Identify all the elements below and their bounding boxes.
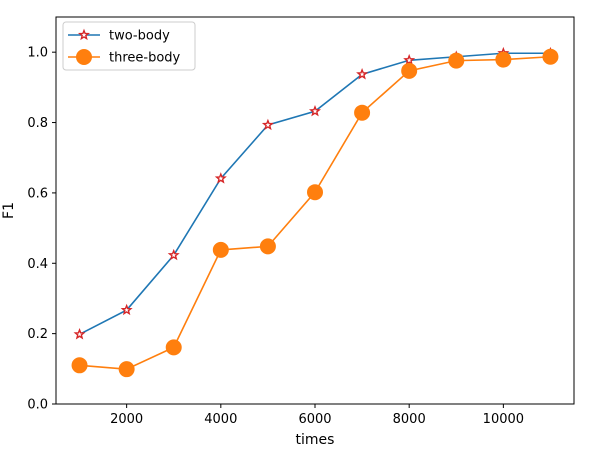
data-point (448, 52, 465, 69)
data-point (308, 104, 322, 117)
series-three-body (71, 48, 559, 378)
x-tick-label: 8000 (393, 412, 426, 427)
y-axis-label: F1 (1, 202, 17, 219)
x-tick-label: 4000 (204, 412, 237, 427)
y-tick-label: 0.4 (27, 257, 48, 272)
legend-item-two-body: two-body (68, 29, 170, 44)
data-point (259, 238, 276, 255)
data-point (495, 51, 512, 68)
data-point (401, 62, 418, 79)
data-point (165, 339, 182, 356)
data-point (403, 53, 416, 66)
y-axis: 0.0 0.2 0.4 0.6 0.8 1.0 (27, 46, 56, 413)
legend: two-body three-body (62, 21, 196, 71)
x-tick-label: 10000 (483, 412, 524, 427)
data-point (73, 328, 86, 340)
y-tick-label: 0.6 (27, 186, 48, 201)
data-point (120, 303, 133, 316)
data-point (542, 48, 559, 65)
y-tick-label: 1.0 (27, 46, 48, 61)
legend-marker (76, 49, 92, 65)
data-point (354, 104, 371, 121)
legend-label: two-body (109, 29, 170, 44)
data-point (118, 361, 135, 378)
legend-item-three-body: three-body (68, 49, 181, 66)
x-axis: 2000 4000 6000 8000 10000 (110, 404, 524, 427)
y-tick-label: 0.8 (27, 116, 48, 131)
data-point (167, 248, 180, 261)
x-axis-label: times (296, 432, 335, 448)
data-point (214, 172, 227, 184)
data-point (261, 118, 274, 131)
series-layer (71, 46, 559, 378)
plot-area-frame (55, 16, 575, 405)
data-point (71, 357, 88, 374)
legend-box (62, 21, 196, 71)
data-point (212, 241, 229, 258)
legend-label: three-body (109, 51, 181, 66)
series-line (79, 55, 551, 370)
data-point (356, 68, 369, 80)
y-tick-label: 0.0 (27, 398, 48, 413)
data-point (307, 184, 323, 201)
y-tick-label: 0.2 (27, 327, 48, 342)
legend-marker (77, 28, 91, 41)
x-tick-label: 2000 (110, 412, 143, 427)
x-tick-label: 6000 (298, 412, 331, 427)
